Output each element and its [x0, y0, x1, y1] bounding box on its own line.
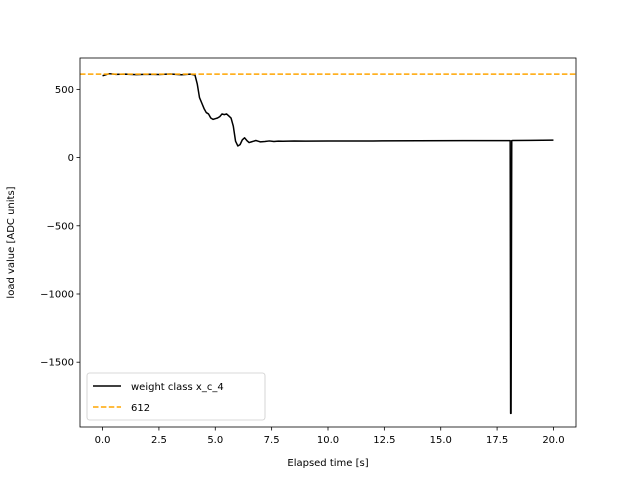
- series-line-1: [102, 72, 554, 415]
- x-tick-label: 2.5: [151, 435, 167, 446]
- x-tick-label: 10.0: [317, 435, 339, 446]
- legend-box: [86, 372, 266, 421]
- x-axis: 0.0 2.5 5.0 7.5 10.0 12.5 15.0 17.5 20.0: [95, 427, 565, 446]
- x-tick-label: 7.5: [264, 435, 280, 446]
- y-axis-label: load value [ADC units]: [6, 186, 17, 298]
- x-tick-label: 15.0: [430, 435, 452, 446]
- x-tick-label: 12.5: [373, 435, 395, 446]
- legend: weight class x_c_4 612: [86, 372, 266, 421]
- y-tick-label: −1500: [40, 358, 74, 369]
- y-axis: 500 0 −500 −1000 −1500: [40, 85, 80, 369]
- legend-label-1: weight class x_c_4: [131, 382, 224, 393]
- x-tick-label: 5.0: [207, 435, 223, 446]
- y-tick-label: −500: [47, 221, 74, 232]
- y-tick-label: 0: [68, 153, 74, 164]
- y-tick-label: −1000: [40, 289, 74, 300]
- legend-label-2: 612: [131, 403, 150, 414]
- series-layer: [80, 72, 576, 415]
- x-axis-label: Elapsed time [s]: [287, 458, 368, 469]
- y-tick-label: 500: [55, 85, 74, 96]
- x-tick-label: 17.5: [486, 435, 508, 446]
- x-tick-label: 20.0: [542, 435, 564, 446]
- x-tick-label: 0.0: [95, 435, 111, 446]
